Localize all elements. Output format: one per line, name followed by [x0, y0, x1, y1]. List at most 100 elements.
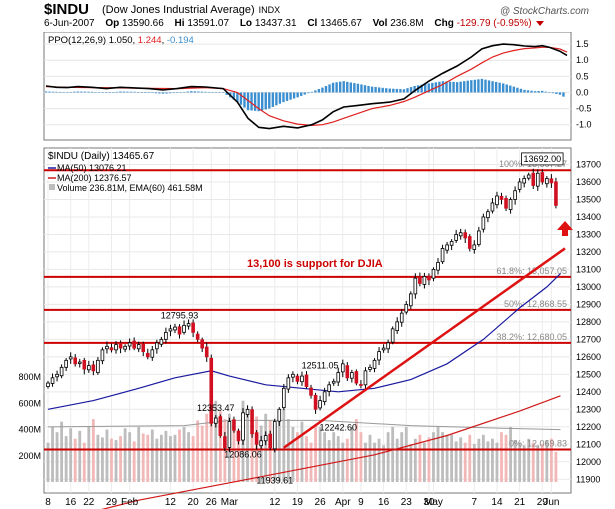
x-tick: May [424, 497, 443, 508]
candle-body [159, 338, 164, 345]
ppo-hist-bar [122, 91, 126, 93]
ppo-hist-bar [225, 92, 228, 95]
ppo-hist-bar [424, 84, 427, 93]
ppo-hist-bar [427, 83, 430, 93]
ppo-hist-bar [480, 78, 484, 93]
volume-bar [69, 428, 73, 482]
volume-bar [82, 442, 86, 482]
candle-body [127, 342, 132, 347]
ppo-hist-bar [512, 86, 516, 93]
candle-body [272, 421, 277, 450]
candle-body [77, 361, 82, 364]
ppo-hist-bar [494, 81, 498, 93]
volume-legend: Volume 236.81M, EMA(60) 461.58M [57, 183, 203, 193]
candle-body [531, 172, 536, 186]
candle-body [390, 328, 395, 343]
ppo-y-tick: 0.5 [576, 71, 589, 81]
volume-bar [395, 438, 399, 482]
ppo-hist-bar [214, 92, 218, 93]
volume-bar [123, 428, 127, 482]
price-y-tick: 11900 [576, 474, 600, 484]
ppo-legend-ppo: 1.050 [109, 35, 133, 46]
candle-body [50, 377, 55, 384]
candle-body [191, 322, 195, 333]
volume-y-tick: 400M [18, 425, 41, 435]
volume-bar [318, 426, 322, 482]
candle-body [513, 190, 517, 200]
ppo-hist-bar [438, 81, 441, 93]
ppo-hist-bar [90, 91, 94, 93]
candle-body [463, 232, 468, 239]
symbol: $INDU [44, 1, 90, 18]
volume-bar [300, 421, 304, 482]
candle-body [204, 346, 209, 358]
price-y-tick: 13400 [576, 212, 601, 222]
ppo-hist-bar [509, 85, 512, 93]
price-y-tick: 13500 [576, 194, 601, 204]
volume-y-tick: 800M [18, 372, 41, 382]
ppo-hist-bar [97, 92, 101, 93]
ppo-hist-bar [402, 89, 406, 93]
ppo-hist-bar [260, 92, 264, 111]
ppo-hist-bar [317, 89, 321, 93]
ppo-hist-bar [540, 90, 544, 93]
volume-bar [382, 445, 386, 482]
ppo-hist-bar [353, 83, 356, 93]
candle-body [440, 248, 445, 263]
ppo-hist-bar [73, 91, 76, 93]
volume-bar [364, 442, 367, 482]
ppo-hist-bar [374, 87, 377, 93]
price-y-tick: 12200 [576, 422, 601, 432]
x-tick: 21 [514, 497, 526, 508]
volume-bar [178, 429, 181, 482]
ppo-hist-bar [448, 81, 452, 93]
ppo-hist-bar [232, 92, 236, 100]
volume-bar [114, 440, 118, 482]
price-annotation: 12353.47 [197, 403, 235, 413]
volume-bar [101, 437, 104, 482]
volume-bar [531, 442, 535, 482]
volume-bar [232, 423, 236, 482]
candle-body [59, 366, 64, 377]
x-tick: 12 [269, 497, 281, 508]
price-annotation: 12086.06 [224, 450, 262, 460]
volume-bar [78, 430, 82, 482]
ppo-hist-bar [459, 81, 462, 93]
volume-y-tick: 600M [18, 398, 41, 408]
candle-body [445, 244, 449, 251]
candle-body [186, 323, 191, 327]
ppo-y-tick: -1.0 [576, 120, 592, 130]
high-label-box [521, 152, 564, 166]
trendline [283, 247, 566, 449]
volume-bar [250, 421, 254, 482]
volume-bar [214, 400, 218, 482]
volume-bar [413, 438, 417, 482]
ppo-hist-bar [58, 91, 62, 93]
ppo-hist-bar [292, 92, 296, 99]
candle-body [200, 339, 204, 349]
volume-bar [187, 432, 190, 482]
volume-bar [155, 438, 159, 482]
candle-body [458, 232, 463, 237]
x-tick: 8 [45, 497, 51, 508]
ppo-hist-bar [399, 89, 402, 93]
volume-bar [481, 434, 485, 482]
price-y-tick: 13600 [576, 177, 601, 187]
volume-bar [314, 424, 317, 482]
volume-bar [164, 430, 168, 482]
x-tick: Feb [121, 497, 139, 508]
ppo-hist-bar [193, 91, 197, 93]
ppo-hist-bar [385, 88, 388, 93]
ppo-hist-bar [239, 92, 243, 105]
ppo-hist-bar [105, 92, 108, 93]
ppo-hist-bar [328, 84, 331, 93]
candle-body [454, 234, 458, 241]
credit: @ StockCharts.com [499, 6, 589, 17]
ppo-hist-bar [243, 92, 246, 108]
price-y-tick: 12100 [576, 439, 601, 449]
volume-bar [296, 432, 299, 482]
candle-body [490, 202, 495, 212]
ppo-hist-bar [526, 90, 530, 93]
ma200-line [101, 395, 561, 509]
ppo-hist-bar [179, 92, 182, 93]
